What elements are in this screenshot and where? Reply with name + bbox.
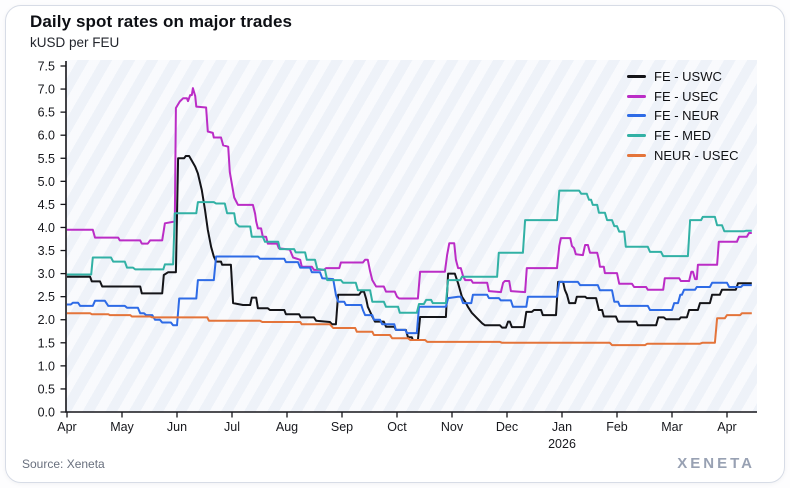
legend-swatch-fe-uswc [627,75,646,79]
x-tick-label: Mar [661,420,683,434]
x-tick-label: Jul [224,420,240,434]
x-tick-label: Dec [496,420,518,434]
x-tick-label: Aug [276,420,298,434]
x-tick-label: Jun [167,420,187,434]
y-tick-label: 4.0 [38,221,55,235]
y-tick-label: 2.0 [38,313,55,327]
x-tick-label: Apr [57,420,76,434]
x-tick-year-label: 2026 [548,437,576,451]
plot-background [66,60,757,412]
y-tick-label: 2.5 [38,290,55,304]
x-tick-label: Sep [331,420,353,434]
x-tick-label: Feb [606,420,628,434]
legend-item-neur-usec[interactable]: NEUR - USEC [627,145,739,165]
x-tick-label: Nov [441,420,464,434]
y-tick-label: 3.0 [38,267,55,281]
x-tick-label: Apr [717,420,736,434]
legend-item-fe-usec[interactable]: FE - USEC [627,87,739,107]
x-tick-label: Jan [552,420,572,434]
y-tick-label: 0.0 [38,406,55,420]
y-tick-label: 1.0 [38,359,55,373]
series-line-fe-med [67,189,752,314]
legend-label: NEUR - USEC [654,147,739,163]
source-attribution: Source: Xeneta [22,457,105,471]
legend-label: FE - USEC [654,88,719,104]
y-tick-label: 6.5 [38,106,55,120]
y-tick-label: 7.0 [38,83,55,97]
xeneta-logo: XENETA [677,455,755,472]
legend-swatch-fe-usec [627,94,646,98]
legend-label: FE - MED [654,128,712,144]
y-tick-label: 6.0 [38,129,55,143]
series-line-neur-usec [67,312,752,347]
y-tick-label: 3.5 [38,244,55,258]
chart-legend: FE - USWC FE - USEC FE - NEUR FE - MED N… [627,67,739,165]
legend-item-fe-uswc[interactable]: FE - USWC [627,67,739,87]
chart-title: Daily spot rates on major trades [30,12,293,31]
legend-swatch-fe-neur [627,114,646,118]
legend-swatch-neur-usec [627,153,646,157]
y-tick-label: 5.5 [38,152,55,166]
y-tick-label: 0.5 [38,382,55,396]
legend-label: FE - NEUR [654,108,719,124]
legend-item-fe-med[interactable]: FE - MED [627,126,739,146]
x-tick-label: Oct [387,420,407,434]
series-line-fe-neur [67,255,752,335]
legend-swatch-fe-med [627,134,646,138]
legend-label: FE - USWC [654,69,722,85]
series-line-fe-usec [67,87,752,300]
y-tick-label: 4.5 [38,198,55,212]
chart-subtitle: kUSD per FEU [30,35,120,50]
y-tick-label: 1.5 [38,336,55,350]
x-tick-label: May [110,420,134,434]
legend-item-fe-neur[interactable]: FE - NEUR [627,106,739,126]
y-tick-label: 5.0 [38,175,55,189]
y-tick-label: 7.5 [38,60,55,74]
